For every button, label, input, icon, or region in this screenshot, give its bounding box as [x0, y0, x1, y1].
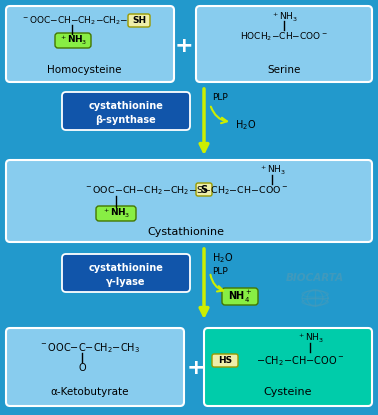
Text: $^+$NH$_3$: $^+$NH$_3$ [271, 10, 297, 24]
FancyBboxPatch shape [212, 354, 238, 367]
FancyBboxPatch shape [96, 206, 136, 221]
Text: HS: HS [218, 356, 232, 365]
Text: $^+$NH$_3$: $^+$NH$_3$ [259, 164, 285, 177]
Text: α-Ketobutyrate: α-Ketobutyrate [51, 387, 129, 397]
FancyBboxPatch shape [128, 14, 150, 27]
Text: PLP: PLP [212, 266, 228, 276]
FancyBboxPatch shape [6, 328, 184, 406]
Text: $^-$OOC$-$CH$-$CH$_2$$-$CH$_2$$-$: $^-$OOC$-$CH$-$CH$_2$$-$CH$_2$$-$ [21, 15, 129, 27]
FancyBboxPatch shape [62, 254, 190, 292]
FancyBboxPatch shape [55, 33, 91, 48]
FancyBboxPatch shape [222, 288, 258, 305]
Text: $^-$OOC$-$CH$-$CH$_2$$-$CH$_2$$-$S$-$CH$_2$$-$CH$-$COO$^-$: $^-$OOC$-$CH$-$CH$_2$$-$CH$_2$$-$S$-$CH$… [84, 185, 288, 197]
Text: cystathionine: cystathionine [88, 101, 163, 111]
Text: $^-$OOC$-$C$-$CH$_2$$-$CH$_3$: $^-$OOC$-$C$-$CH$_2$$-$CH$_3$ [39, 341, 141, 355]
Text: HOCH$_2$$-$CH$-$COO$^-$: HOCH$_2$$-$CH$-$COO$^-$ [240, 31, 328, 43]
Text: S: S [200, 185, 208, 195]
FancyBboxPatch shape [204, 328, 372, 406]
Text: Homocysteine: Homocysteine [47, 65, 121, 75]
Text: $^+$NH$_3$: $^+$NH$_3$ [297, 332, 324, 344]
FancyBboxPatch shape [6, 6, 174, 82]
Text: cystathionine: cystathionine [88, 263, 163, 273]
FancyBboxPatch shape [196, 6, 372, 82]
FancyBboxPatch shape [62, 92, 190, 130]
Text: β-synthase: β-synthase [96, 115, 156, 125]
Text: $^+$NH$_3$: $^+$NH$_3$ [59, 34, 87, 47]
Text: SH: SH [132, 16, 146, 25]
Text: $^+$NH$_3$: $^+$NH$_3$ [102, 207, 130, 220]
Text: PLP: PLP [212, 93, 228, 102]
Text: γ-lyase: γ-lyase [106, 277, 146, 287]
Text: O: O [78, 363, 86, 373]
Text: H$_2$O: H$_2$O [212, 251, 233, 265]
FancyBboxPatch shape [6, 160, 372, 242]
Text: +: + [187, 358, 205, 378]
Text: Cysteine: Cysteine [264, 387, 312, 397]
Text: $-$CH$_2$$-$CH$-$COO$^-$: $-$CH$_2$$-$CH$-$COO$^-$ [256, 354, 344, 368]
Text: H$_2$O: H$_2$O [235, 118, 256, 132]
Text: Serine: Serine [267, 65, 301, 75]
FancyBboxPatch shape [196, 183, 212, 196]
Text: BIOCARTA: BIOCARTA [286, 273, 344, 283]
Text: +: + [175, 36, 193, 56]
Text: Cystathionine: Cystathionine [147, 227, 225, 237]
Text: NH$_4^+$: NH$_4^+$ [228, 288, 252, 305]
